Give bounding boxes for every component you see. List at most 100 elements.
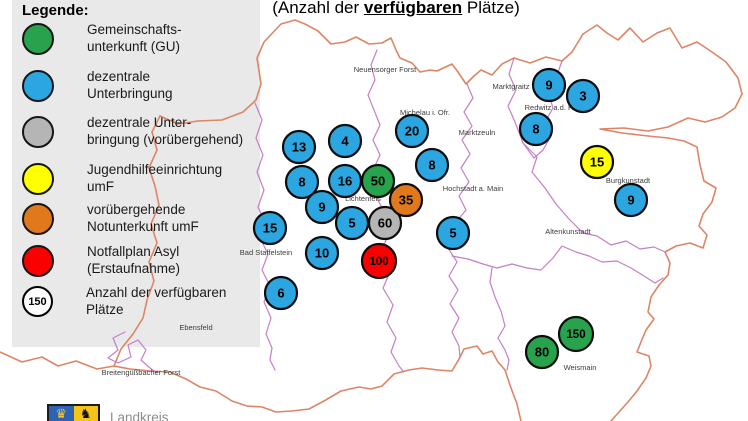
place-label: Marktzeuln [459,128,496,137]
place-label: Weismain [564,363,597,372]
count-circle-icon: 150 [22,286,53,317]
marker-value: 9 [545,78,552,93]
title-highlight: verfügbaren [363,0,463,17]
municipal-boundary [254,102,276,371]
marker-value: 9 [318,200,325,215]
place-label: Redwitz a.d. R [525,103,574,112]
marker-blue-9 [613,182,649,218]
marker-value: 9 [627,193,634,208]
district-boundary-north-east [159,19,743,421]
legend-label-line1: Gemeinschafts- [87,22,182,37]
marker-blue-8 [284,164,320,200]
legend-item-label: Jugendhilfeeinrichtung umF [87,162,222,195]
legend-item-label: dezentrale Unterbringung [87,69,173,102]
marker-value: 35 [399,193,413,208]
place-labels: Neuensorger Forst Michelau i. Ofr. Marktze… [102,65,651,377]
marker-value: 8 [428,158,435,173]
legend-item-anzahl: 150 Anzahl der verfügbaren Plätze [22,285,247,318]
district-boundary-west [113,115,161,367]
marker-value: 6 [277,286,284,301]
capacity-markers: 13 4 20 8 8 16 50 9 60 35 5 15 10 100 6 5 9 3 8 15 9 150 80 [252,67,649,370]
place-label: Burgkunstadt [606,176,651,185]
marker-value: 10 [315,246,329,261]
blue-circle-icon [22,69,54,102]
marker-blue-3 [565,78,601,114]
place-label: Lichtenfels [345,194,381,203]
legend-label-line2: Notunterkunft umF [87,218,199,234]
legend-item-label: Anzahl der verfügbaren Plätze [86,285,226,318]
marker-value: 13 [292,140,306,155]
place-label: Ebensfeld [179,323,212,332]
district-name: Landkreis [110,410,169,421]
marker-blue-6 [263,275,299,311]
marker-blue-8 [518,111,554,147]
marker-blue-5 [435,215,471,251]
marker-blue-8 [414,147,450,183]
place-label: Neuensorger Forst [354,65,417,74]
legend-label-line1: vorübergehende [87,202,186,217]
place-label: Michelau i. Ofr. [400,108,450,117]
legend-label-line1: dezentrale Unter- [87,115,192,130]
marker-blue-15 [252,210,288,246]
place-label: Marktgraitz [492,82,529,91]
legend-item-notfallplan: Notfallplan Asyl (Erstaufnahme) [22,244,247,277]
map-title: (Anzahl der verfügbaren Plätze) [250,0,542,18]
marker-value: 16 [338,174,352,189]
eagle-icon: ♞ [73,406,98,421]
legend-heading: Legende: [22,2,89,19]
marker-green-50 [360,163,396,199]
legend-label-line2: (Erstaufnahme) [87,260,181,276]
marker-red-100 [360,242,398,280]
legend-item-label: Notfallplan Asyl (Erstaufnahme) [87,244,180,277]
place-label: Hochstadt a. Main [443,184,503,193]
marker-value: 80 [535,345,549,360]
marker-blue-9 [304,189,340,225]
marker-yellow-15 [579,144,615,180]
legend-item-gu: Gemeinschafts- unterkunft (GU) [22,22,247,55]
marker-value: 50 [371,174,385,189]
legend-item-jugendhilfe: Jugendhilfeeinrichtung umF [22,162,247,195]
municipal-boundary [507,57,666,253]
marker-blue-13 [281,129,317,165]
legend-label-line1: Anzahl der verfügbaren [86,285,227,300]
legend-item-dezentral: dezentrale Unterbringung [22,69,247,102]
municipal-boundary [451,245,664,284]
legend-item-notunterkunft: vorübergehende Notunterkunft umF [22,202,247,235]
place-label: Bad Staffelstein [240,248,292,257]
marker-blue-20 [394,113,430,149]
marker-orange-35 [388,182,424,218]
district-boundary-south [0,345,522,421]
place-label: Altenkunstadt [545,227,591,236]
marker-value: 15 [263,221,277,236]
marker-blue-9 [531,67,567,103]
marker-value: 3 [579,89,586,104]
red-circle-icon [22,244,54,277]
municipal-boundary [489,267,510,371]
marker-value: 5 [348,216,355,231]
marker-value: 8 [298,175,305,190]
marker-value: 4 [341,134,349,149]
legend-item-label: vorübergehende Notunterkunft umF [87,202,199,235]
district-coat-of-arms: ♛ ♞ [47,404,100,421]
marker-blue-10 [304,235,340,271]
marker-value: 60 [378,216,392,231]
yellow-circle-icon [22,162,54,195]
marker-value: 15 [590,155,604,170]
title-prefix: (Anzahl der [272,0,364,17]
marker-value: 5 [449,226,456,241]
green-circle-icon [22,22,54,55]
crown-icon: ♛ [49,406,74,421]
legend-item-dezentral-temp: dezentrale Unter- bringung (vorübergehen… [22,115,247,148]
legend-item-label: Gemeinschafts- unterkunft (GU) [87,22,182,55]
legend-label-line1: Jugendhilfeeinrichtung [87,162,223,177]
marker-value: 150 [566,329,585,341]
legend-item-label: dezentrale Unter- bringung (vorübergehen… [87,115,243,148]
legend-label-line1: Notfallplan Asyl [87,244,180,259]
marker-green-150 [557,315,595,353]
marker-green-80 [524,334,560,370]
marker-value: 8 [532,122,539,137]
legend-label-line2: unterkunft (GU) [87,38,181,54]
gray-circle-icon [22,115,54,148]
